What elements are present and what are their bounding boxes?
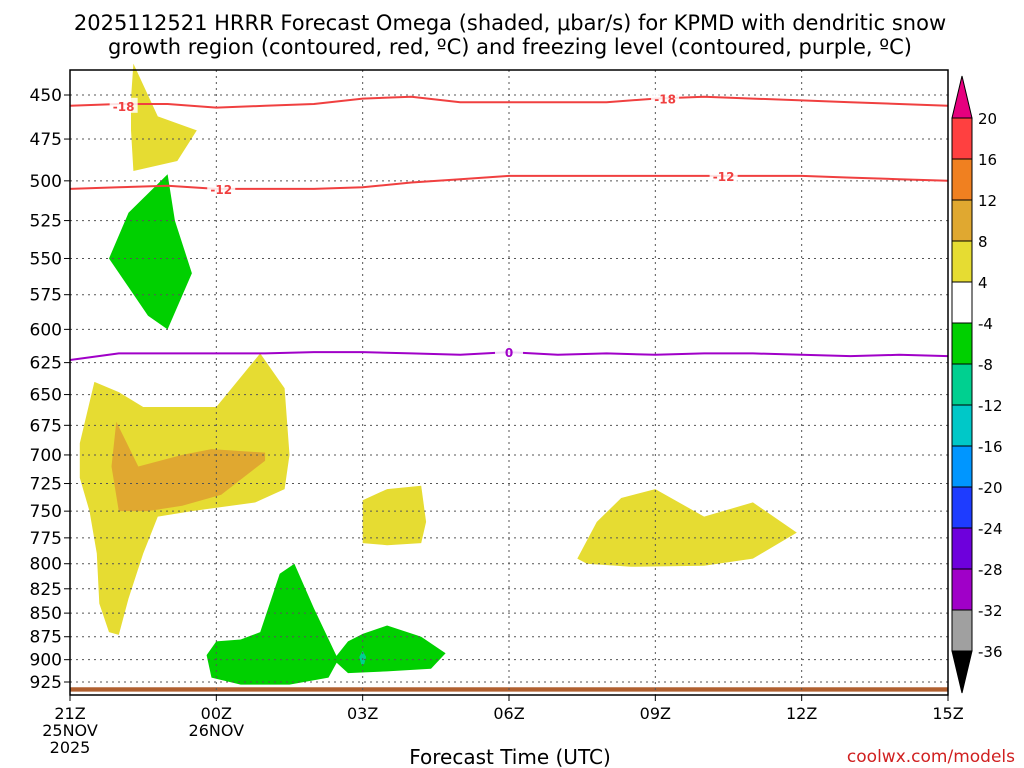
contour-label-bg — [651, 90, 680, 106]
colorbar-bin — [951, 363, 973, 406]
x-tick-date: 25NOV — [42, 721, 98, 740]
contour-label: -12 — [713, 170, 735, 184]
contour-minus18 — [69, 95, 949, 109]
colorbar-bin — [951, 404, 973, 447]
colorbar-label: 4 — [978, 274, 988, 292]
colorbar-bin — [951, 117, 973, 160]
colorbar-label: -28 — [978, 561, 1003, 579]
yellow-region-upper — [131, 63, 197, 171]
chart-title-line1: 2025112521 HRRR Forecast Omega (shaded, … — [74, 11, 946, 35]
colorbar-label: -36 — [978, 643, 1003, 661]
colorbar-label: -4 — [978, 315, 993, 333]
colorbar-bin — [951, 609, 973, 652]
colorbar-label: 12 — [978, 192, 997, 210]
colorbar-label: -12 — [978, 397, 1003, 415]
y-tick-label: 750 — [30, 502, 62, 522]
colorbar-bin — [951, 322, 973, 365]
y-tick-label: 925 — [30, 673, 62, 693]
y-axis-ticks: 450 475 500 525 550 575 600 625 650 675 700 725 750 7… — [30, 86, 70, 693]
colorbar-bin — [951, 199, 973, 242]
colorbar-bottom-arrow — [951, 650, 973, 694]
colorbar-bin — [951, 486, 973, 529]
contour-label-bg — [709, 167, 738, 183]
contour-label: -18 — [654, 93, 676, 107]
y-tick-label: 875 — [30, 628, 62, 648]
colorbar-label: 20 — [978, 110, 997, 128]
x-tick-label: 06Z — [493, 704, 524, 723]
contour-label-bg — [495, 344, 523, 360]
yellow-region-right — [577, 489, 797, 567]
shaded-regions — [79, 63, 797, 685]
y-tick-label: 775 — [30, 529, 62, 549]
yellow-region-mid — [362, 485, 427, 546]
colorbar-label: -20 — [978, 479, 1003, 497]
y-tick-label: 550 — [30, 249, 62, 269]
colorbar-bin — [951, 240, 973, 283]
y-tick-label: 500 — [30, 172, 62, 192]
grid-lines — [70, 70, 948, 695]
contour-label: -12 — [210, 183, 232, 197]
y-tick-label: 575 — [30, 286, 62, 306]
y-tick-label: 850 — [30, 604, 62, 624]
contour-label: -18 — [113, 100, 135, 114]
y-tick-label: 450 — [30, 86, 62, 106]
colorbar-bin — [951, 445, 973, 488]
y-tick-label: 600 — [30, 320, 62, 340]
x-axis-label: Forecast Time (UTC) — [409, 745, 611, 768]
y-tick-label: 700 — [30, 446, 62, 466]
y-tick-label: 525 — [30, 212, 62, 232]
y-tick-label: 900 — [30, 651, 62, 671]
colorbar-label: 16 — [978, 151, 997, 169]
y-tick-label: 625 — [30, 354, 62, 374]
y-tick-label: 675 — [30, 416, 62, 436]
y-tick-label: 825 — [30, 580, 62, 600]
colorbar-top-arrow — [951, 75, 973, 119]
teal-region — [359, 650, 367, 665]
x-tick-year: 2025 — [50, 738, 91, 757]
colorbar-label: -24 — [978, 520, 1003, 538]
x-tick-label: 09Z — [640, 704, 671, 723]
colorbar-bin — [951, 527, 973, 570]
contour-lines: -18 -18 -12 -12 0 — [69, 90, 949, 361]
y-tick-label: 650 — [30, 386, 62, 406]
contour-label-bg — [109, 97, 138, 113]
contour-label-bg — [207, 180, 236, 196]
x-tick-label: 00Z — [201, 704, 232, 723]
x-tick-label: 03Z — [347, 704, 378, 723]
green-region-upper — [109, 174, 192, 330]
orange-region — [111, 421, 266, 512]
chart-title-line2: growth region (contoured, red, ºC) and f… — [108, 35, 912, 59]
colorbar-label: 8 — [978, 233, 988, 251]
colorbar: 20 16 12 8 4 -4 -8 -12 -16 -20 -24 -28 -32 -36 — [951, 75, 1003, 694]
colorbar-label: -8 — [978, 356, 993, 374]
x-tick-label: 21Z — [54, 704, 85, 723]
colorbar-label: -32 — [978, 602, 1003, 620]
y-tick-label: 800 — [30, 555, 62, 575]
colorbar-bin — [951, 568, 973, 611]
x-tick-label: 12Z — [786, 704, 817, 723]
contour-label: 0 — [505, 346, 513, 360]
y-tick-label: 725 — [30, 475, 62, 495]
y-tick-label: 475 — [30, 130, 62, 150]
green-region-lower-left — [206, 563, 339, 685]
credit-text: coolwx.com/models — [847, 747, 1015, 767]
x-tick-label: 15Z — [932, 704, 963, 723]
x-tick-date: 26NOV — [189, 721, 245, 740]
colorbar-bin — [951, 158, 973, 201]
colorbar-label: -16 — [978, 438, 1003, 456]
colorbar-bin — [951, 281, 973, 324]
